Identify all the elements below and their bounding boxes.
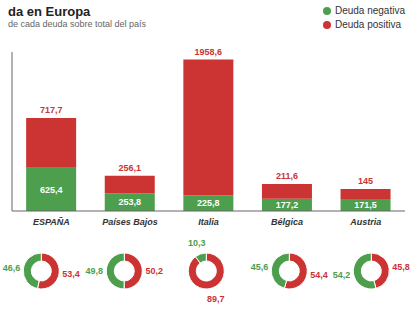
svg-text:177,2: 177,2 xyxy=(276,200,299,210)
html-text:Deuda negativa: Deuda negativa xyxy=(334,5,405,16)
svg-text:50,2: 50,2 xyxy=(145,266,162,276)
svg-text:211,6: 211,6 xyxy=(276,171,298,181)
svg-text:Italia: Italia xyxy=(198,217,219,227)
svg-text:145: 145 xyxy=(358,176,373,186)
svg-text:256,1: 256,1 xyxy=(118,163,141,173)
svg-text:Bélgica: Bélgica xyxy=(271,217,303,227)
svg-text:49,8: 49,8 xyxy=(85,266,103,276)
svg-text:10,3: 10,3 xyxy=(188,238,206,248)
svg-text:253,8: 253,8 xyxy=(118,197,141,207)
html-text:de cada deuda sobre total del: de cada deuda sobre total del país xyxy=(8,19,147,29)
svg-text:225,8: 225,8 xyxy=(197,198,220,208)
html-text:da en Europa: da en Europa xyxy=(8,4,91,19)
svg-text:Países Bajos: Países Bajos xyxy=(102,217,158,227)
html-text:Deuda positiva: Deuda positiva xyxy=(334,19,402,30)
svg-text:89,7: 89,7 xyxy=(207,294,225,304)
svg-text:54,4: 54,4 xyxy=(310,270,328,280)
svg-text:171,5: 171,5 xyxy=(354,200,377,210)
svg-text:717,7: 717,7 xyxy=(40,105,63,115)
svg-text:1958,6: 1958,6 xyxy=(195,47,223,57)
svg-text:45,6: 45,6 xyxy=(251,262,268,272)
svg-text:54,2: 54,2 xyxy=(333,270,351,280)
svg-text:Austria: Austria xyxy=(349,217,381,227)
svg-text:625,4: 625,4 xyxy=(40,185,63,195)
svg-text:ESPAÑA: ESPAÑA xyxy=(33,217,70,227)
svg-text:53,4: 53,4 xyxy=(62,269,80,279)
svg-text:46,6: 46,6 xyxy=(8,263,20,273)
svg-text:45,8: 45,8 xyxy=(393,262,405,272)
